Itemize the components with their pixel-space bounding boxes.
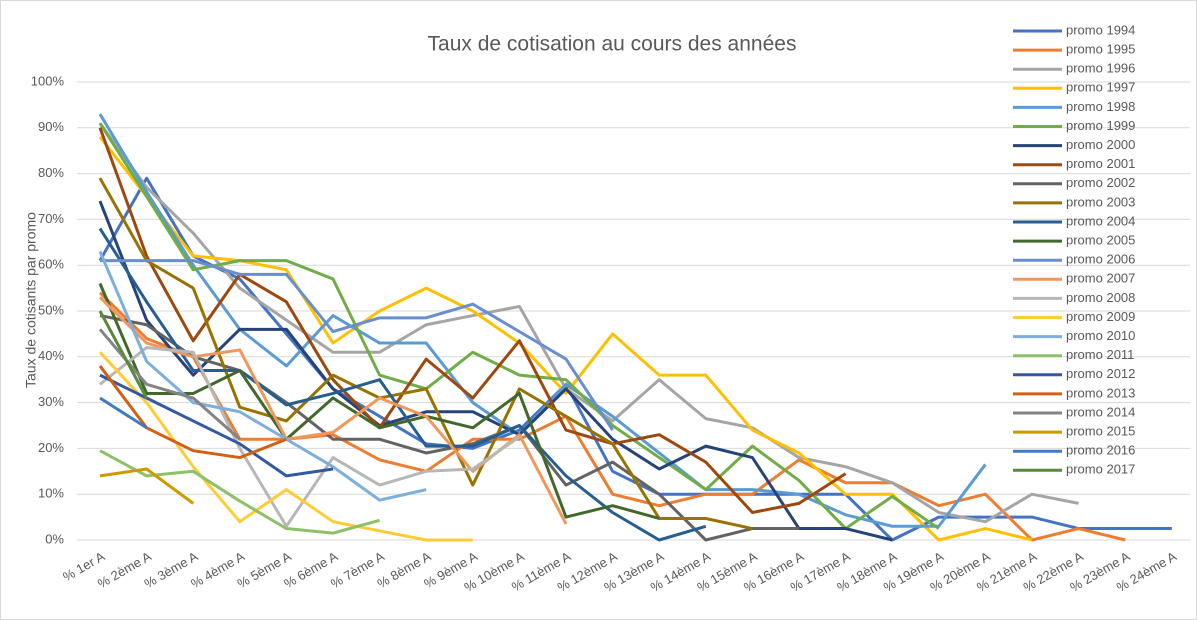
series-line	[98, 310, 148, 399]
series-line	[99, 346, 521, 528]
y-tick-label: 80%	[38, 165, 64, 180]
series-line	[98, 113, 987, 528]
series-line	[98, 122, 940, 531]
series-line	[100, 259, 614, 431]
series-line	[98, 291, 1126, 542]
series-line	[98, 282, 660, 520]
series-line	[99, 396, 148, 430]
legend-label: promo 1994	[1066, 22, 1135, 37]
legend-label: promo 2012	[1066, 366, 1135, 381]
series-line	[98, 250, 427, 502]
legend-label: promo 2014	[1066, 404, 1135, 419]
legend-label: promo 2011	[1066, 347, 1134, 362]
series-line	[98, 122, 1079, 524]
series-line	[98, 351, 473, 542]
series-line	[99, 467, 195, 505]
legend-label: promo 2016	[1066, 443, 1135, 458]
legend-label: promo 1998	[1066, 99, 1135, 114]
chart-title: Taux de cotisation au cours des années	[428, 33, 797, 56]
y-tick-label: 50%	[38, 302, 64, 317]
legend-label: promo 2013	[1066, 385, 1135, 400]
legend-label: promo 2004	[1066, 213, 1135, 228]
y-axis-label: Taux de cotisants par promo	[23, 212, 39, 388]
y-tick-label: 90%	[38, 119, 64, 134]
legend-label: promo 1997	[1066, 80, 1135, 95]
legend-label: promo 2003	[1066, 194, 1135, 209]
y-tick-label: 100%	[31, 73, 65, 88]
y-tick-label: 30%	[38, 394, 64, 409]
y-tick-label: 40%	[38, 348, 64, 363]
series-line	[99, 373, 334, 478]
legend-label: promo 1999	[1066, 118, 1135, 133]
y-tick-label: 60%	[38, 257, 64, 272]
legend-label: promo 2005	[1066, 233, 1135, 248]
legend-label: promo 2001	[1066, 156, 1135, 171]
y-tick-label: 10%	[38, 486, 64, 501]
series-line	[98, 177, 753, 531]
series-line	[98, 136, 1033, 542]
y-tick-label: 70%	[38, 211, 64, 226]
legend-label: promo 2000	[1066, 137, 1135, 152]
series-line	[99, 449, 380, 535]
legend-label: promo 1996	[1066, 61, 1135, 76]
legend-label: promo 2010	[1066, 328, 1135, 343]
legend-label: promo 2007	[1066, 271, 1135, 286]
y-tick-label: 20%	[38, 440, 64, 455]
y-tick-label: 0%	[45, 531, 64, 546]
series-line	[98, 365, 287, 460]
series-line	[98, 127, 847, 515]
series-line	[98, 200, 893, 542]
legend-label: promo 2009	[1066, 309, 1135, 324]
legend-label: promo 2006	[1066, 252, 1135, 267]
legend-label: promo 1995	[1066, 42, 1135, 57]
legend-label: promo 2002	[1066, 175, 1135, 190]
legend-label: promo 2017	[1066, 462, 1135, 477]
legend-label: promo 2008	[1066, 290, 1135, 305]
legend-label: promo 2015	[1066, 424, 1135, 439]
